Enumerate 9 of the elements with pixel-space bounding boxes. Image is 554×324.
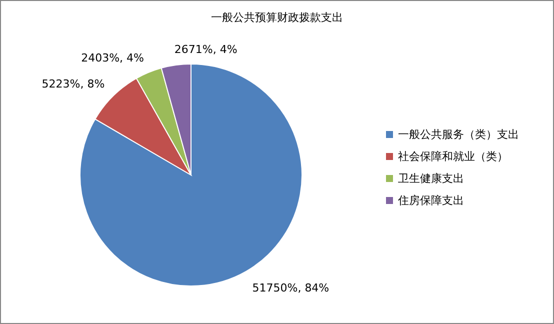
legend-label: 卫生健康支出 (398, 172, 464, 185)
legend-label: 社会保障和就业（类） (398, 150, 508, 163)
legend-label: 一般公共服务（类）支出 (398, 128, 519, 141)
data-label: 2403%, 4% (81, 51, 144, 64)
chart-title: 一般公共预算财政拨款支出 (211, 11, 343, 24)
legend-label: 住房保障支出 (398, 194, 464, 207)
data-label: 5223%, 8% (42, 77, 105, 90)
data-label: 51750%, 84% (252, 282, 330, 295)
data-label: 2671%, 4% (174, 43, 238, 56)
